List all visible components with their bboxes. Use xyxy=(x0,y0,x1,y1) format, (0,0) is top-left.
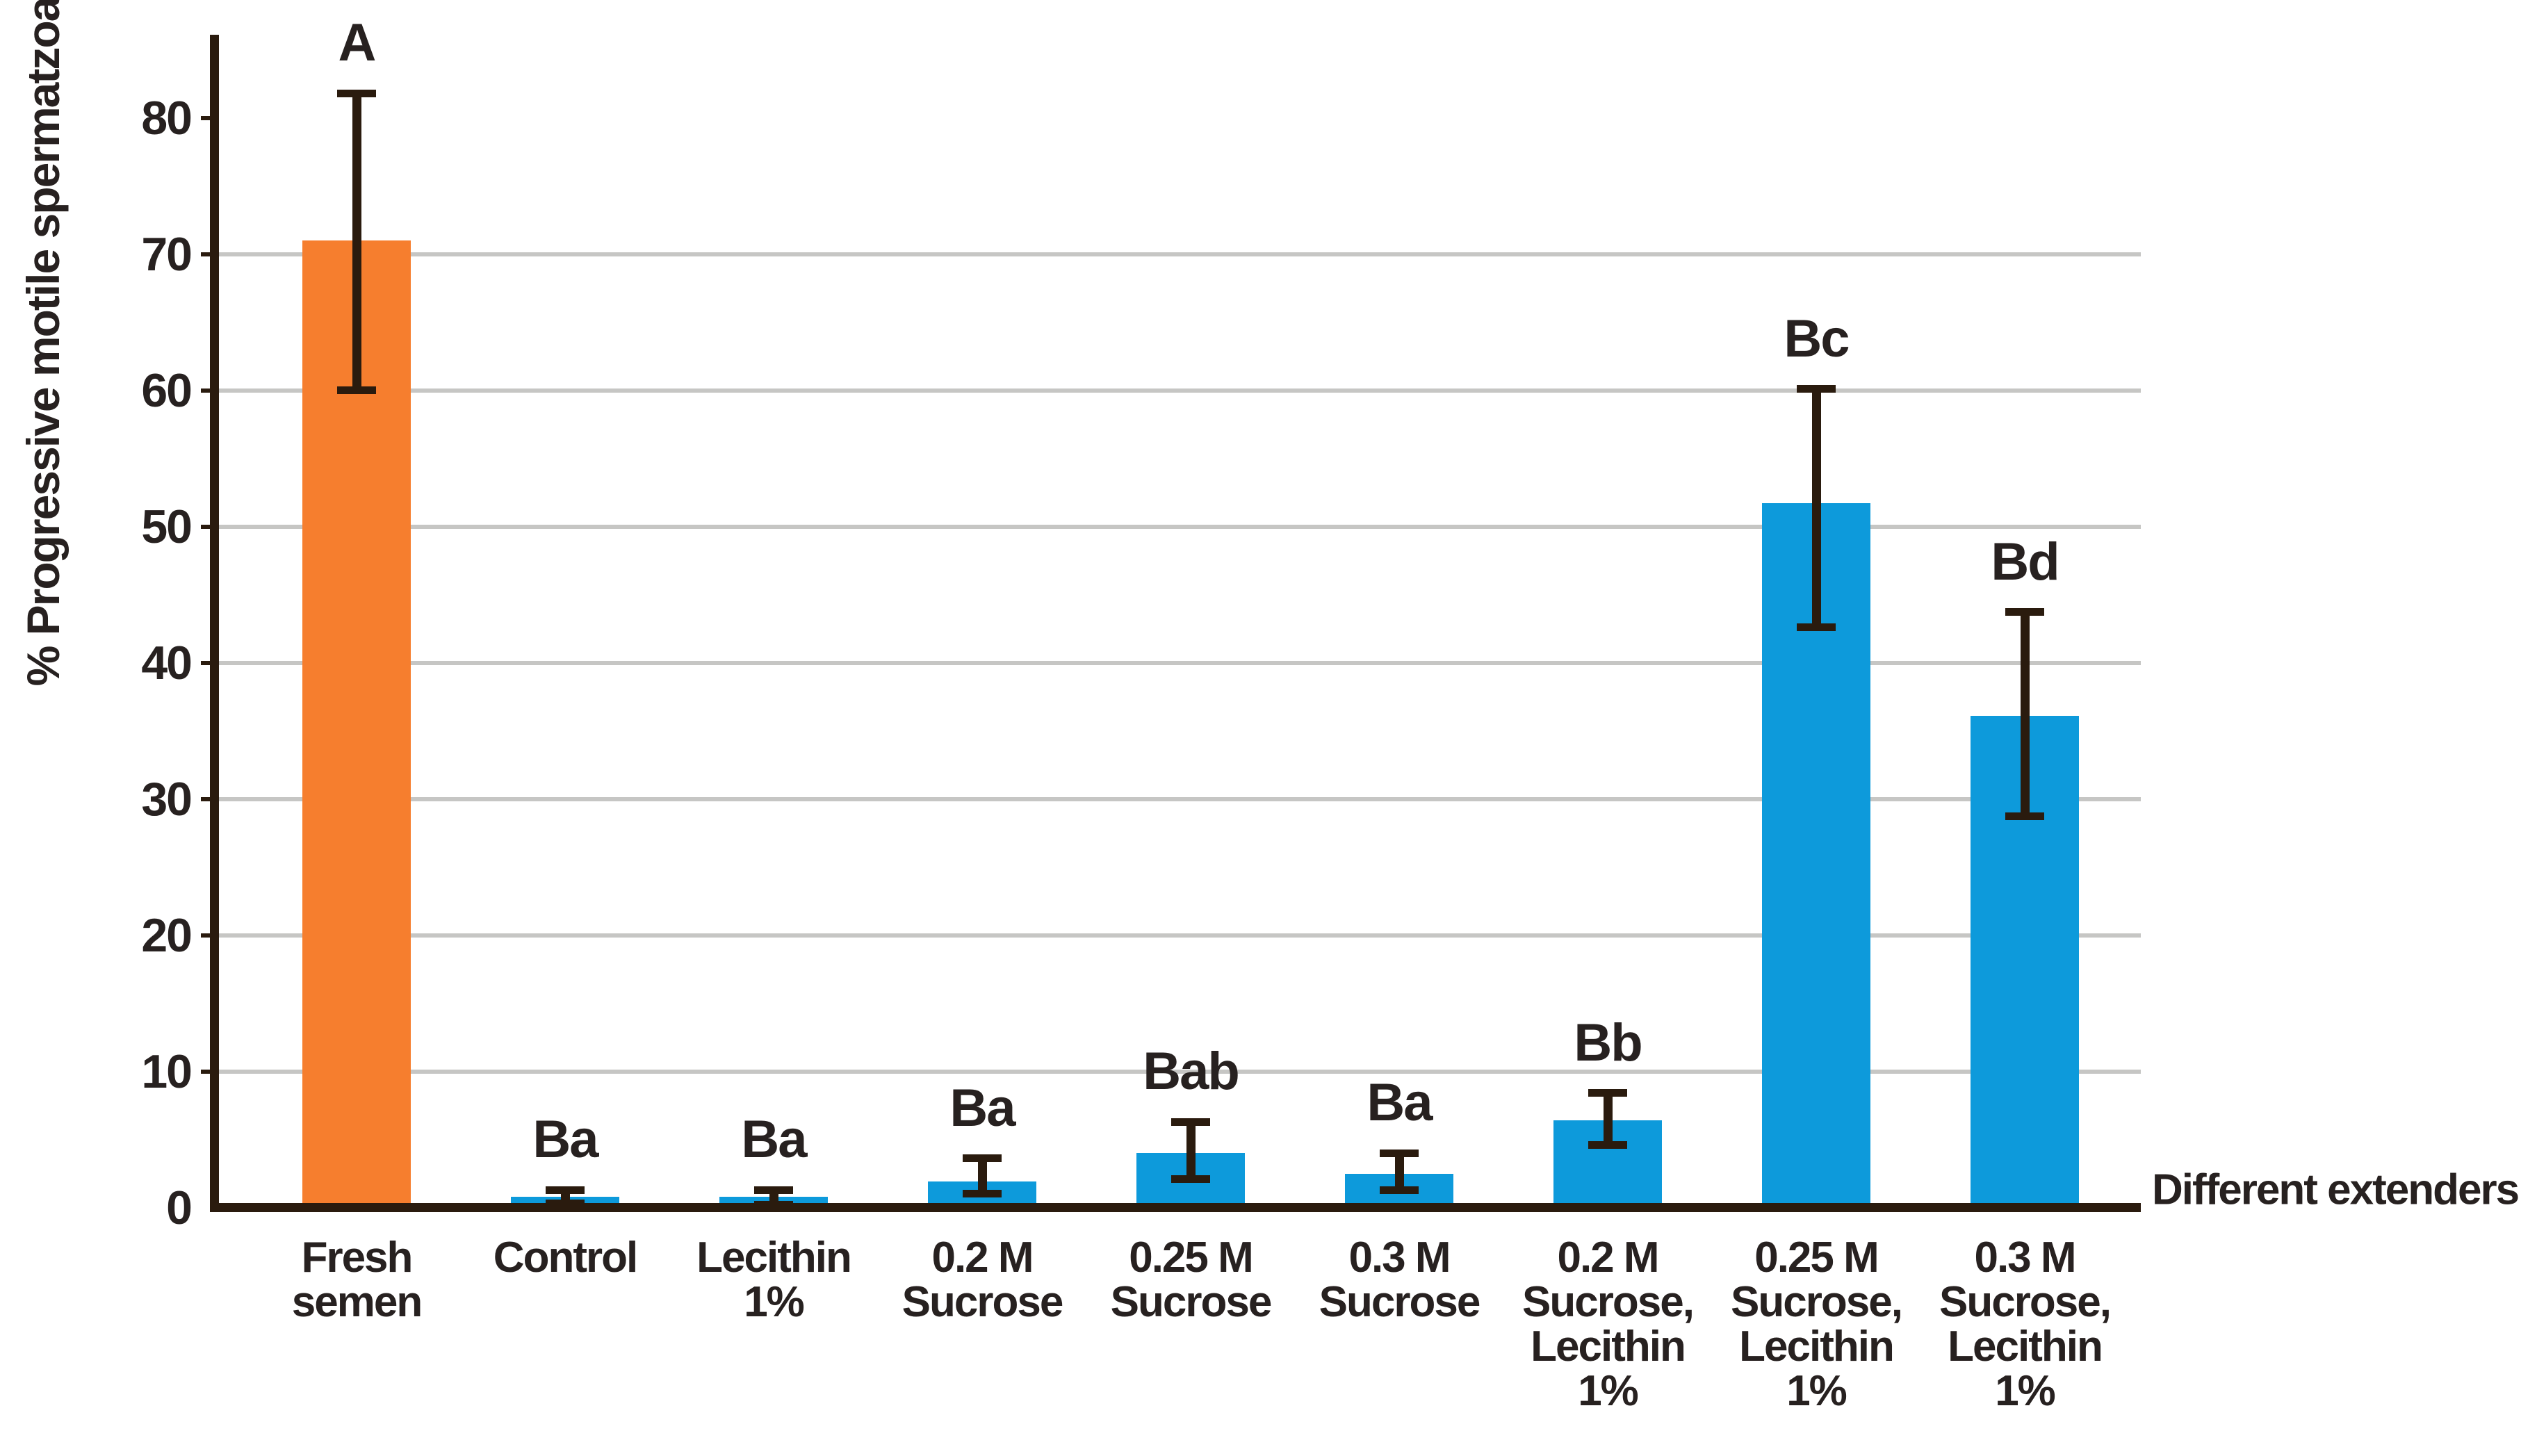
y-tick-label-80: 80 xyxy=(141,91,193,145)
significance-letter-fresh-semen: A xyxy=(338,13,377,73)
error-bar-0-25-m-sucrose-lecithin-1 xyxy=(1811,388,1821,628)
error-cap-low-0-3-m-sucrose-lecithin-1 xyxy=(2005,812,2044,821)
error-cap-low-lecithin-1 xyxy=(754,1201,793,1209)
error-cap-low-control xyxy=(546,1200,585,1208)
category-label-0-3-m-sucrose-lecithin-1: 0.3 M Sucrose, Lecithin 1% xyxy=(1939,1233,2112,1415)
x-axis-title: Different extenders xyxy=(2152,1165,2520,1214)
error-cap-high-0-3-m-sucrose-lecithin-1 xyxy=(2005,608,2044,616)
error-cap-low-0-2-m-sucrose xyxy=(963,1190,1002,1198)
error-cap-low-0-25-m-sucrose xyxy=(1171,1175,1210,1183)
error-cap-low-0-25-m-sucrose-lecithin-1 xyxy=(1797,623,1836,632)
error-cap-high-0-3-m-sucrose xyxy=(1380,1149,1419,1157)
error-cap-low-fresh-semen xyxy=(337,386,376,394)
error-bar-0-3-m-sucrose xyxy=(1394,1153,1404,1190)
error-cap-high-0-2-m-sucrose-lecithin-1 xyxy=(1588,1089,1627,1097)
error-bar-0-25-m-sucrose xyxy=(1186,1122,1196,1179)
gridline-70 xyxy=(219,252,2141,256)
significance-letter-0-25-m-sucrose-lecithin-1: Bc xyxy=(1784,309,1850,368)
error-cap-low-0-3-m-sucrose xyxy=(1380,1186,1419,1194)
category-label-0-25-m-sucrose-lecithin-1: 0.25 M Sucrose, Lecithin 1% xyxy=(1731,1233,1903,1415)
x-axis-line xyxy=(210,1203,2141,1212)
error-cap-high-0-25-m-sucrose-lecithin-1 xyxy=(1797,385,1836,393)
y-tick-label-60: 60 xyxy=(141,363,193,417)
error-cap-low-0-2-m-sucrose-lecithin-1 xyxy=(1588,1140,1627,1149)
category-label-fresh-semen: Fresh semen xyxy=(291,1233,423,1326)
significance-letter-0-25-m-sucrose: Bab xyxy=(1143,1042,1240,1102)
significance-letter-0-3-m-sucrose: Ba xyxy=(1367,1073,1433,1133)
y-axis-line xyxy=(210,35,219,1212)
error-cap-high-0-2-m-sucrose xyxy=(963,1154,1002,1163)
category-label-lecithin-1: Lecithin 1% xyxy=(696,1233,852,1326)
y-tick-label-20: 20 xyxy=(141,908,193,962)
error-cap-high-control xyxy=(546,1186,585,1194)
significance-letter-control: Ba xyxy=(532,1110,598,1170)
y-tick-label-50: 50 xyxy=(141,500,193,553)
gridline-20 xyxy=(219,933,2141,938)
category-label-0-2-m-sucrose-lecithin-1: 0.2 M Sucrose, Lecithin 1% xyxy=(1522,1233,1695,1415)
gridline-40 xyxy=(219,660,2141,665)
category-label-0-25-m-sucrose: 0.25 M Sucrose xyxy=(1110,1233,1273,1326)
y-tick-label-30: 30 xyxy=(141,772,193,826)
error-bar-0-2-m-sucrose xyxy=(977,1158,987,1194)
error-bar-0-3-m-sucrose-lecithin-1 xyxy=(2020,612,2030,817)
y-tick-label-40: 40 xyxy=(141,636,193,689)
gridline-50 xyxy=(219,524,2141,529)
gridline-10 xyxy=(219,1069,2141,1074)
significance-letter-0-3-m-sucrose-lecithin-1: Bd xyxy=(1991,532,2059,591)
y-tick-label-0: 0 xyxy=(166,1181,193,1234)
error-cap-high-lecithin-1 xyxy=(754,1186,793,1194)
error-cap-high-fresh-semen xyxy=(337,89,376,97)
gridline-30 xyxy=(219,796,2141,801)
significance-letter-0-2-m-sucrose-lecithin-1: Bb xyxy=(1574,1013,1642,1072)
category-label-0-3-m-sucrose: 0.3 M Sucrose xyxy=(1319,1233,1481,1326)
significance-letter-lecithin-1: Ba xyxy=(741,1110,807,1170)
bar-fresh-semen xyxy=(302,240,411,1212)
error-cap-high-0-25-m-sucrose xyxy=(1171,1118,1210,1126)
error-bar-0-2-m-sucrose-lecithin-1 xyxy=(1603,1093,1613,1145)
y-tick-label-70: 70 xyxy=(141,227,193,281)
category-label-0-2-m-sucrose: 0.2 M Sucrose xyxy=(902,1233,1064,1326)
category-label-control: Control xyxy=(493,1233,638,1282)
error-bar-fresh-semen xyxy=(352,93,361,391)
y-tick-label-10: 10 xyxy=(141,1045,193,1098)
significance-letter-0-2-m-sucrose: Ba xyxy=(949,1078,1015,1138)
gridline-60 xyxy=(219,388,2141,393)
